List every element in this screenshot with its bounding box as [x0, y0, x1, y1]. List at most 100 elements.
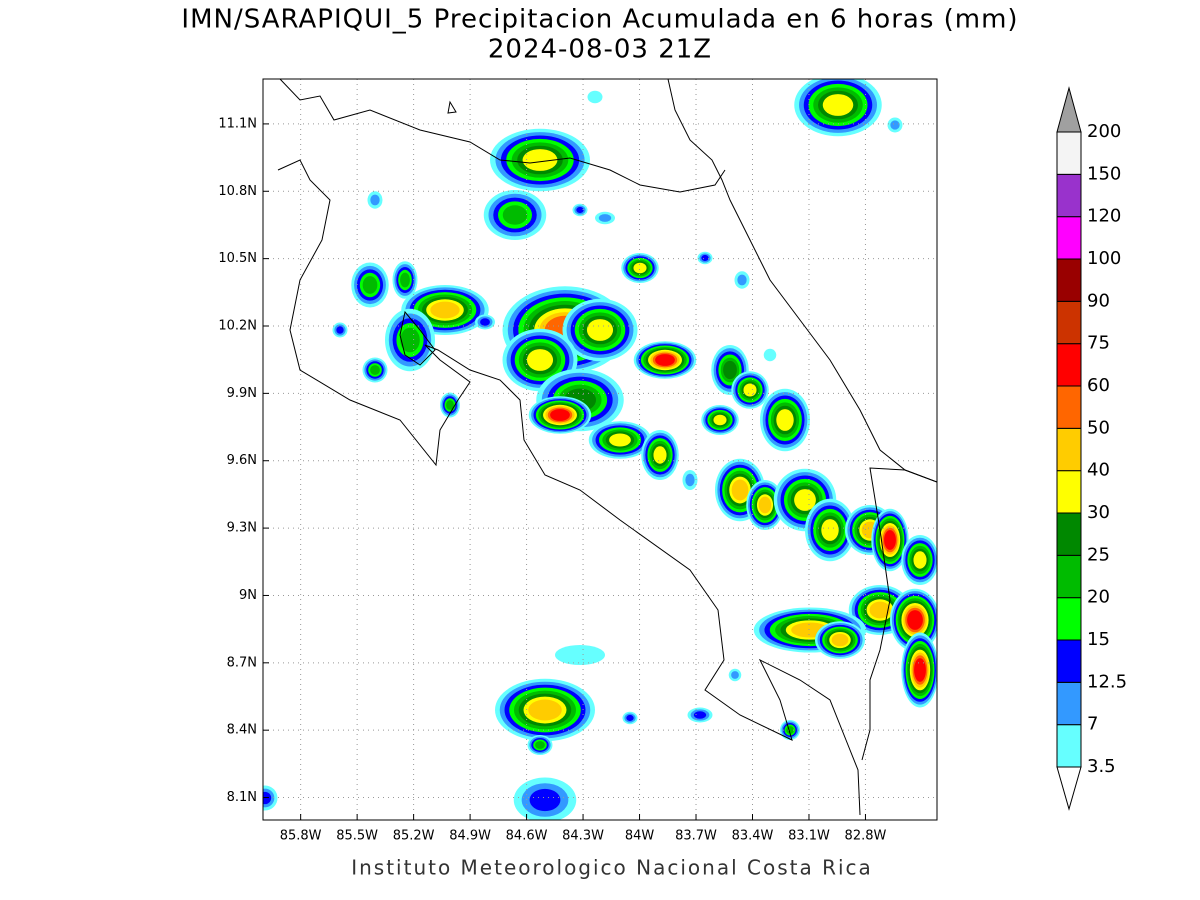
precip-contour — [528, 699, 562, 721]
y-tick-label: 10.8N — [218, 184, 257, 199]
colorbar-box — [1056, 343, 1082, 387]
precip-contour — [685, 473, 695, 487]
precip-contour — [576, 206, 584, 214]
subtitle: 2024-08-03 21Z — [488, 35, 712, 65]
precip-contour — [713, 414, 727, 426]
x-tick-label: 83.4W — [732, 829, 774, 844]
precip-contour — [535, 741, 545, 749]
grid: 85.8W 85.5W 85.2W 84.9W 84.6W 84.3W 84W 83.7W 83… — [218, 79, 937, 844]
x-tick-label: 84.6W — [506, 829, 548, 844]
precip-contour — [914, 658, 926, 682]
x-tick-label: 85.8W — [280, 829, 322, 844]
precip-contour — [731, 479, 749, 501]
precip-contour — [633, 262, 647, 274]
precip-contour — [737, 274, 747, 286]
precip-contour — [723, 360, 737, 380]
y-tick-label: 9.9N — [227, 386, 257, 401]
y-tick-label: 10.2N — [218, 319, 257, 334]
precip-contour — [446, 400, 454, 410]
y-tick-label: 9.3N — [227, 521, 257, 536]
precip-contour — [890, 120, 900, 130]
precip-contour — [370, 365, 380, 375]
precip-contour — [522, 149, 558, 171]
precip-contour — [430, 301, 460, 319]
precip-contour — [655, 354, 675, 366]
precip-contour — [763, 348, 777, 362]
precip-contour — [587, 90, 603, 104]
y-tick-label: 8.4N — [227, 723, 257, 738]
y-tick-label: 11.1N — [218, 116, 257, 131]
colorbar-label: 90 — [1087, 290, 1110, 311]
precip-contour — [480, 318, 490, 326]
precip-contour — [550, 409, 570, 421]
precip-contour — [400, 272, 410, 288]
precip-contour — [822, 94, 854, 116]
border — [861, 467, 937, 761]
precip-contour — [529, 788, 561, 812]
precip-contour — [526, 349, 554, 371]
precip-contour — [400, 327, 420, 353]
precip-contour — [884, 530, 896, 550]
x-tick-label: 84.9W — [449, 829, 491, 844]
colorbar-box — [1056, 258, 1082, 302]
x-tick-label: 83.7W — [675, 829, 717, 844]
precip-contour — [693, 711, 707, 719]
precip-contour — [626, 714, 634, 722]
colorbar-label: 25 — [1087, 544, 1110, 565]
colorbar-box — [1056, 681, 1082, 726]
colorbar-box — [1056, 131, 1082, 175]
colorbar-box — [1056, 385, 1082, 429]
x-tick-label: 85.5W — [336, 829, 378, 844]
colorbar-box — [1056, 597, 1082, 641]
colorbar-label: 50 — [1087, 417, 1110, 438]
title: IMN/SARAPIQUI_5 Precipitacion Acumulada … — [181, 5, 1018, 35]
y-tick-label: 10.5N — [218, 251, 257, 266]
colorbar-label: 100 — [1087, 248, 1121, 269]
precip-contour — [821, 519, 839, 541]
precip-contour — [555, 645, 605, 665]
coastline — [279, 79, 726, 193]
x-tick-label: 84W — [625, 829, 655, 844]
colorbar-label: 20 — [1087, 587, 1110, 608]
colorbar-label: 150 — [1087, 163, 1121, 184]
coastline — [399, 310, 436, 366]
colorbar-label: 7 — [1087, 714, 1098, 735]
colorbar-under — [1056, 766, 1082, 811]
colorbar-label: 3.5 — [1087, 756, 1116, 777]
precip-contour — [758, 496, 772, 514]
colorbar-box — [1056, 216, 1082, 260]
precip-contour — [586, 319, 614, 341]
colorbar-label: 60 — [1087, 375, 1110, 396]
colorbar-label: 120 — [1087, 206, 1121, 227]
y-tick-label: 8.7N — [227, 655, 257, 670]
colorbar-box — [1056, 470, 1082, 514]
precip-contour — [609, 433, 631, 447]
map-frame — [262, 78, 938, 821]
precip-contour — [794, 489, 816, 511]
precip-contour — [913, 551, 927, 569]
footer: Instituto Meteorologico Nacional Costa R… — [351, 856, 873, 880]
colorbar-box — [1056, 512, 1082, 556]
colorbar-label: 15 — [1087, 629, 1110, 650]
precip-contour — [776, 409, 794, 431]
precip-contour — [598, 214, 612, 222]
precip-contour — [701, 254, 709, 262]
colorbar-box — [1056, 300, 1082, 345]
precip-contour — [743, 383, 757, 397]
colorbar-box — [1056, 554, 1082, 599]
colorbar-box — [1056, 173, 1082, 218]
x-tick-label: 85.2W — [393, 829, 435, 844]
precip-contour — [336, 326, 344, 334]
x-tick-label: 84.3W — [562, 829, 604, 844]
coastline — [667, 79, 937, 483]
colorbar-label: 200 — [1087, 121, 1121, 142]
y-tick-label: 8.1N — [227, 790, 257, 805]
colorbar-label: 40 — [1087, 460, 1110, 481]
x-tick-label: 82.8W — [845, 829, 887, 844]
colorbar-box — [1056, 639, 1082, 683]
precip-contour — [362, 276, 378, 294]
precipitation-field — [263, 79, 937, 820]
colorbar: 3.5 7 12.5 15 20 25 30 40 50 60 75 90 100 120 150 200 — [1056, 86, 1127, 811]
precip-contour — [869, 601, 891, 619]
